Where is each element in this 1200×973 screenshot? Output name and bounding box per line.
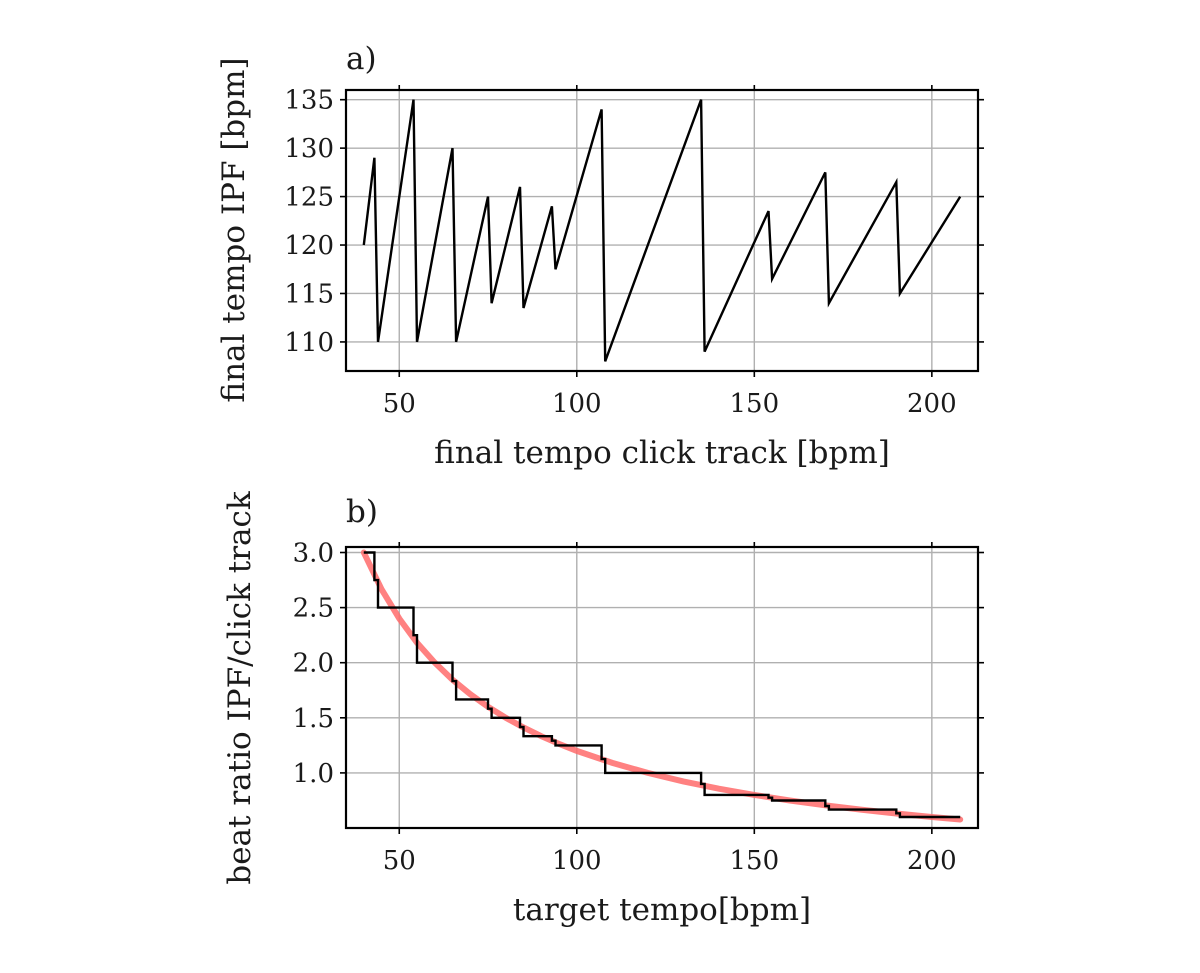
panel-a-ytick-label: 125 (284, 183, 334, 213)
panel-b-series-line-1 (363, 551, 961, 819)
panel-b-series (360, 549, 964, 823)
panel-b-label: b) (346, 494, 378, 530)
panel-b-xtick-label: 200 (907, 846, 957, 876)
panel-a-ytick-label: 135 (284, 86, 334, 116)
panel-a-ylabel: final tempo IPF [bpm] (216, 57, 252, 402)
panel-a-frame (344, 88, 980, 373)
panel-a-label: a) (346, 41, 377, 77)
panel-a-grid (346, 90, 978, 371)
panel-b-grid (346, 547, 978, 828)
panel-b-ytick-label: 2.5 (293, 594, 334, 624)
panel-a-ytick-label: 120 (284, 231, 334, 261)
panel-a-xlabel: final tempo click track [bpm] (434, 435, 890, 471)
panel-b-xlabel: target tempo[bpm] (513, 892, 811, 928)
panel-b-ticks: 50 100 150 200 1.0 1.5 2.0 2.5 3.0 (293, 539, 984, 876)
panel-b-ytick-label: 1.0 (293, 759, 334, 789)
panel-b-xtick-label: 150 (729, 846, 779, 876)
panel-a: a) 50 100 150 200 110 115 120 125 130 135 final t… (216, 41, 984, 471)
panel-b-ytick-label: 1.5 (293, 704, 334, 734)
panel-a-xtick-label: 50 (383, 389, 416, 419)
panel-b-xtick-label: 100 (552, 846, 602, 876)
panel-a-xtick-label: 200 (907, 389, 957, 419)
panel-b-ytick-label: 2.0 (293, 649, 334, 679)
panel-b-ytick-label: 3.0 (293, 539, 334, 569)
panel-a-series (362, 99, 962, 362)
panel-b-frame (344, 545, 980, 830)
panel-a-ytick-label: 130 (284, 134, 334, 164)
panel-a-xtick-label: 150 (729, 389, 779, 419)
panel-b-ylabel: beat ratio IPF/click track (222, 491, 258, 885)
panel-a-series-line-0 (362, 99, 962, 362)
panel-b-series-reference-curve-0 (360, 549, 964, 823)
panel-a-xtick-label: 100 (552, 389, 602, 419)
panel-a-ytick-label: 110 (284, 328, 334, 358)
panel-a-ytick-label: 115 (284, 279, 334, 309)
panel-a-ticks: 50 100 150 200 110 115 120 125 130 135 (284, 85, 984, 419)
panel-b-xtick-label: 50 (383, 846, 416, 876)
panel-b: b) 50 100 150 200 1.0 1.5 2.0 2.5 3.0 target tem… (222, 491, 984, 928)
